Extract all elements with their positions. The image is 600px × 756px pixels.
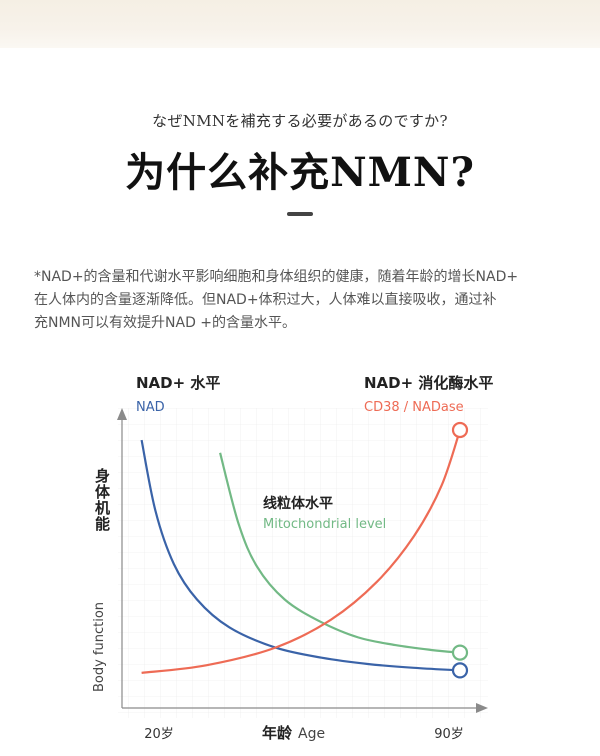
series-end-marker-nad [451,662,469,679]
x-axis-arrow [476,703,488,713]
title-divider [287,212,313,216]
intro-line: 在人体内的含量逐渐降低。但NAD+体积过大，人体难以直接吸收，通过补 [34,292,497,308]
series-end-marker-cd38 [451,421,469,439]
series-label-nad-en: NAD [136,400,165,415]
series-line-cd38 [141,429,462,674]
x-tick-label-end: 90岁 [434,727,464,742]
grid-background [118,408,488,718]
series-label-nad-cn: NAD+ 水平 [136,374,220,392]
x-axis-label-en: Age [298,726,325,742]
page-subtitle: なぜNMNを補充する必要があるのですか? [152,112,448,130]
series-label-cd38-en: CD38 / NADase [364,400,464,415]
intro-line: 充NMN可以有效提升NAD +的含量水平。 [34,315,297,331]
y-axis-arrow [117,408,127,420]
x-axis-label-cn: 年龄 [262,724,293,742]
series-label-cd38-cn: NAD+ 消化酶水平 [364,374,493,392]
intro-line: *NAD+的含量和代谢水平影响细胞和身体组织的健康，随着年龄的增长NAD+ [34,269,519,285]
series-line-nad [140,439,461,672]
y-axis-label-cn: 身体机能 [93,467,111,532]
series-line-mitochondrial [219,452,461,654]
chart-area: NAD+ 水平 NAD NAD+ 消化酶水平 CD38 / NADase 线粒体… [0,360,600,756]
line-chart: NAD+ 水平 NAD NAD+ 消化酶水平 CD38 / NADase 线粒体… [92,374,493,742]
x-tick-label-start: 20岁 [144,727,174,742]
intro-paragraph: *NAD+的含量和代谢水平影响细胞和身体组织的健康，随着年龄的增长NAD+ 在人… [34,266,568,335]
top-banner-band [0,0,600,48]
series-end-marker-mitochondrial [451,644,469,661]
page-title: 为什么补充NMN? [125,149,475,196]
series-label-mito-en: Mitochondrial level [263,517,386,532]
series-label-mito-cn: 线粒体水平 [263,495,333,512]
y-axis-label-en: Body function [92,602,107,692]
